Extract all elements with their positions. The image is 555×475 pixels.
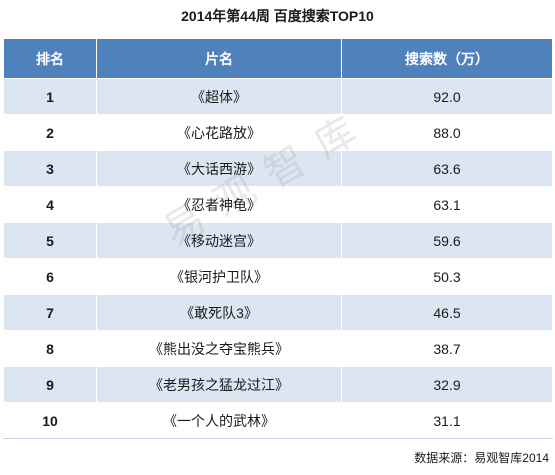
table-row: 6 《银河护卫队》 50.3 bbox=[3, 258, 553, 295]
rank-cell: 9 bbox=[3, 366, 97, 403]
value-cell: 46.5 bbox=[341, 294, 553, 331]
value-cell: 92.0 bbox=[341, 78, 553, 115]
rank-cell: 3 bbox=[3, 150, 97, 187]
value-cell: 59.6 bbox=[341, 222, 553, 259]
data-source: 数据来源：易观智库2014 bbox=[414, 451, 549, 465]
title-cell: 《大话西游》 bbox=[96, 150, 342, 187]
table-row: 1 《超体》 92.0 bbox=[3, 78, 553, 115]
ranking-table: 排名 片名 搜索数（万） 1 《超体》 92.0 2 《心花路放》 88.0 3 《大话西游》… bbox=[3, 38, 553, 439]
value-cell: 31.1 bbox=[341, 402, 553, 439]
title-cell: 《熊出没之夺宝熊兵》 bbox=[96, 330, 342, 367]
table-row: 5 《移动迷宫》 59.6 bbox=[3, 222, 553, 259]
title-cell: 《银河护卫队》 bbox=[96, 258, 342, 295]
title-cell: 《一个人的武林》 bbox=[96, 402, 342, 439]
table-row: 10 《一个人的武林》 31.1 bbox=[3, 402, 553, 439]
value-cell: 63.1 bbox=[341, 186, 553, 223]
value-cell: 50.3 bbox=[341, 258, 553, 295]
title-cell: 《超体》 bbox=[96, 78, 342, 115]
table-row: 3 《大话西游》 63.6 bbox=[3, 150, 553, 187]
rank-cell: 4 bbox=[3, 186, 97, 223]
table-row: 2 《心花路放》 88.0 bbox=[3, 114, 553, 151]
rank-cell: 7 bbox=[3, 294, 97, 331]
title-cell: 《忍者神龟》 bbox=[96, 186, 342, 223]
table-title: 2014年第44周 百度搜索TOP10 bbox=[181, 8, 374, 24]
value-cell: 38.7 bbox=[341, 330, 553, 367]
header-title: 片名 bbox=[96, 38, 342, 79]
table-row: 9 《老男孩之猛龙过江》 32.9 bbox=[3, 366, 553, 403]
rank-cell: 5 bbox=[3, 222, 97, 259]
header-rank: 排名 bbox=[3, 38, 97, 79]
value-cell: 88.0 bbox=[341, 114, 553, 151]
table-row: 8 《熊出没之夺宝熊兵》 38.7 bbox=[3, 330, 553, 367]
value-cell: 63.6 bbox=[341, 150, 553, 187]
title-cell: 《敢死队3》 bbox=[96, 294, 342, 331]
header-row: 排名 片名 搜索数（万） bbox=[3, 38, 553, 79]
rank-cell: 6 bbox=[3, 258, 97, 295]
rank-cell: 2 bbox=[3, 114, 97, 151]
title-cell: 《移动迷宫》 bbox=[96, 222, 342, 259]
rank-cell: 1 bbox=[3, 78, 97, 115]
table-body: 1 《超体》 92.0 2 《心花路放》 88.0 3 《大话西游》 63.6 4 《忍者神龟》 63… bbox=[3, 78, 553, 439]
header-value: 搜索数（万） bbox=[341, 38, 553, 79]
value-cell: 32.9 bbox=[341, 366, 553, 403]
table-row: 7 《敢死队3》 46.5 bbox=[3, 294, 553, 331]
title-cell: 《心花路放》 bbox=[96, 114, 342, 151]
rank-cell: 8 bbox=[3, 330, 97, 367]
rank-cell: 10 bbox=[3, 402, 97, 439]
title-cell: 《老男孩之猛龙过江》 bbox=[96, 366, 342, 403]
table-row: 4 《忍者神龟》 63.1 bbox=[3, 186, 553, 223]
